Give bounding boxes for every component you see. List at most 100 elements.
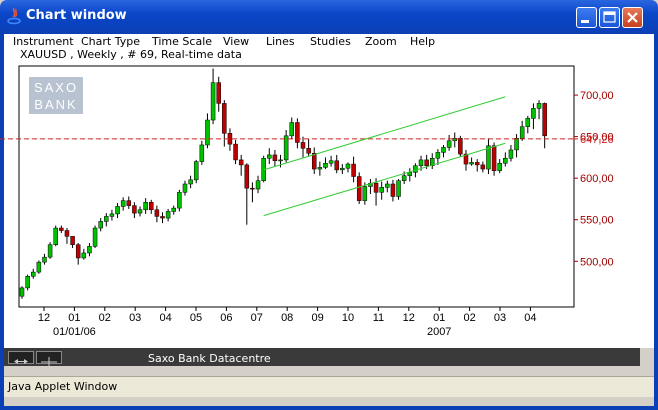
overlay-lines: 647,26 <box>0 96 614 217</box>
candle-up <box>42 253 47 265</box>
candle-body <box>205 119 210 146</box>
minimize-button[interactable] <box>576 7 597 28</box>
menu-view[interactable]: View <box>223 35 250 48</box>
x-axis: 12 01 02 03 04 05 06 07 08 09 10 11 12 01 02 03 04 01/01/… <box>38 307 537 338</box>
x-tick-label: 03 <box>494 312 506 324</box>
candle-down <box>216 76 221 112</box>
menu-zoom[interactable]: Zoom <box>365 35 397 48</box>
candle-body <box>272 154 278 161</box>
candle-down <box>238 154 244 176</box>
candle-up <box>278 154 283 168</box>
window-border-bottom <box>0 406 658 410</box>
candle-body <box>536 103 542 109</box>
menu-help[interactable]: Help <box>410 35 436 48</box>
close-icon <box>627 12 638 23</box>
candle-body <box>531 108 536 119</box>
candle-body <box>396 180 401 197</box>
price-level-label: 647,26 <box>580 134 614 146</box>
candle-body <box>514 138 519 151</box>
candle-up <box>323 157 328 170</box>
candle-body <box>334 160 339 171</box>
candles <box>19 68 547 299</box>
candle-body <box>143 202 148 211</box>
close-button[interactable] <box>622 7 643 28</box>
candle-up <box>345 162 351 173</box>
candle-body <box>160 216 165 219</box>
candle-up <box>30 268 36 279</box>
candle-body <box>407 172 413 176</box>
candle-body <box>435 152 441 159</box>
candle-body <box>373 182 379 193</box>
x-tick-label: 04 <box>524 312 536 324</box>
candle-down <box>126 196 132 209</box>
candle-body <box>120 200 126 207</box>
candle-up <box>19 286 25 299</box>
crosshair-button[interactable] <box>36 351 62 366</box>
x-tick-label: 02 <box>463 312 475 324</box>
window-title: Chart window <box>26 8 127 23</box>
candle-body <box>126 200 132 206</box>
candle-body <box>98 221 103 229</box>
maximize-button[interactable] <box>599 7 620 28</box>
candle-body <box>311 153 317 170</box>
candle-up <box>267 148 272 165</box>
x-tick-label: 01 <box>68 312 80 324</box>
candle-body <box>390 183 396 197</box>
candle-body <box>317 167 323 170</box>
candle-up <box>210 68 216 125</box>
candle-body <box>165 211 171 219</box>
candle-body <box>244 164 250 189</box>
candle-body <box>441 147 446 153</box>
x-year-label: 01/01/06 <box>53 326 96 338</box>
candle-down <box>70 236 75 248</box>
x-tick-label: 03 <box>129 312 141 324</box>
candle-body <box>59 227 64 231</box>
candle-up <box>514 134 519 158</box>
candle-down <box>160 212 165 224</box>
candle-body <box>356 176 362 201</box>
candle-body <box>171 207 176 212</box>
menu-time-scale[interactable]: Time Scale <box>152 35 213 48</box>
datacentre-label: Saxo Bank Datacentre <box>148 352 271 365</box>
title-bar: Chart window <box>0 0 658 34</box>
candle-body <box>446 140 452 148</box>
candle-body <box>64 230 70 237</box>
candle-body <box>238 159 244 166</box>
candle-up <box>385 180 390 193</box>
candle-down <box>480 161 486 173</box>
candle-up <box>205 113 210 149</box>
menu-studies[interactable]: Studies <box>310 35 351 48</box>
menu-chart-type[interactable]: Chart Type <box>81 35 140 48</box>
logo-line-1: SAXO <box>34 80 78 95</box>
candle-down <box>75 243 81 265</box>
x-tick-label: 07 <box>251 312 263 324</box>
scroll-left-button[interactable] <box>8 351 34 364</box>
arrows-icon <box>14 359 28 364</box>
menu-instrument[interactable]: Instrument <box>13 35 74 48</box>
candle-body <box>30 271 36 277</box>
candle-up <box>47 242 53 259</box>
candle-body <box>149 202 154 211</box>
candle-body <box>430 157 435 166</box>
candle-up <box>508 144 514 162</box>
candle-up <box>92 225 98 248</box>
candle-up <box>328 155 334 167</box>
candle-up <box>283 129 289 163</box>
plot-area <box>18 65 575 308</box>
candle-body <box>508 149 514 159</box>
candle-up <box>362 182 368 205</box>
candle-body <box>154 209 160 217</box>
candle-body <box>413 165 418 173</box>
candle-body <box>19 287 25 297</box>
candle-body <box>75 244 81 259</box>
x-year-label: 2007 <box>427 326 451 338</box>
price-chart[interactable]: SAXO BANK 700,00 650,00 600,00 550,00 500,00… <box>0 0 658 348</box>
candle-up <box>177 189 182 212</box>
candle-up <box>486 138 491 175</box>
candle-body <box>340 167 345 171</box>
candle-down <box>272 149 278 167</box>
candle-body <box>519 126 525 139</box>
menu-lines[interactable]: Lines <box>266 35 295 48</box>
candle-up <box>171 205 176 215</box>
candle-down <box>154 205 160 223</box>
